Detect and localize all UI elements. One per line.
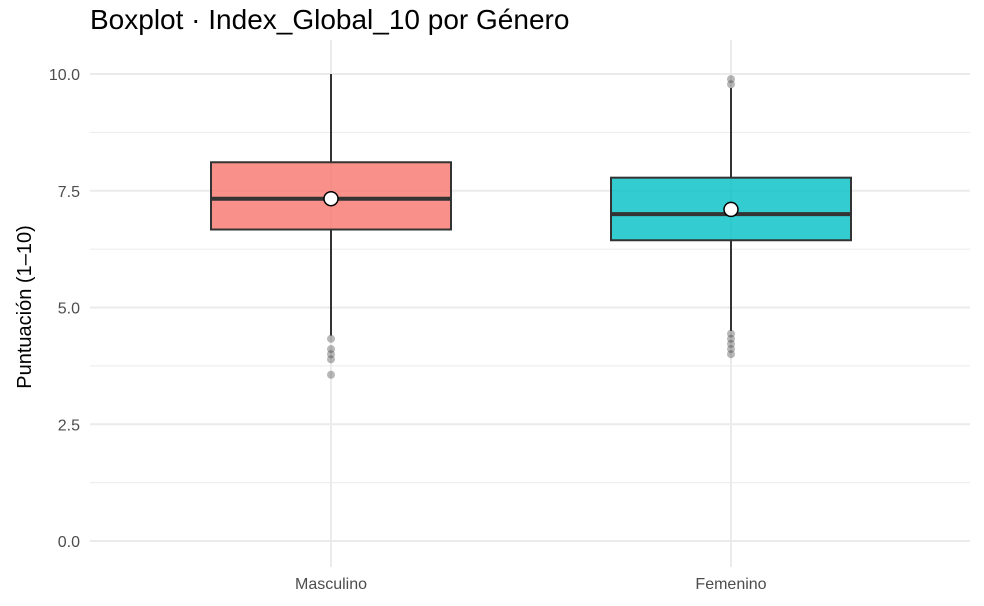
x-tick-label: Femenino [695, 576, 766, 593]
y-tick-label: 7.5 [58, 184, 80, 201]
outlier-point [327, 345, 335, 354]
outlier-point [327, 370, 335, 379]
box-group-masculino [210, 74, 452, 379]
outlier-point [727, 339, 735, 348]
grid-layer [90, 40, 970, 567]
y-tick-label: 5.0 [58, 301, 80, 318]
mean-marker [323, 190, 339, 207]
box-layer [210, 74, 852, 379]
y-axis-title: Puntuación (1–10) [14, 225, 36, 388]
chart-title: Boxplot · Index_Global_10 por Género [90, 4, 570, 35]
mean-marker [723, 201, 739, 218]
axis-layer: 0.0 2.5 5.0 7.5 10.0 Masculino Femenino [49, 67, 767, 593]
outlier-point [727, 345, 735, 354]
x-tick-label: Masculino [295, 576, 367, 593]
y-tick-label: 10.0 [49, 67, 80, 84]
y-tick-label: 0.0 [58, 534, 80, 551]
outlier-point [727, 75, 735, 84]
outlier-point [727, 350, 735, 359]
outlier-point [727, 334, 735, 343]
y-tick-label: 2.5 [58, 417, 80, 434]
outlier-point [327, 334, 335, 343]
outlier-point [727, 329, 735, 338]
outlier-point [327, 355, 335, 364]
outlier-point [327, 350, 335, 359]
outlier-point [727, 80, 735, 89]
box-group-femenino [610, 75, 852, 359]
